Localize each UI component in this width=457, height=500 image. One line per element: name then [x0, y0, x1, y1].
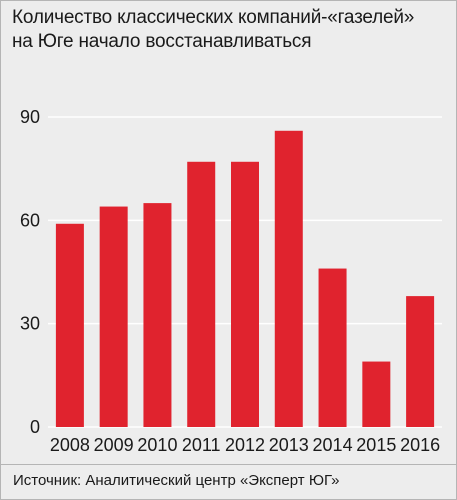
chart-title: Количество классических компаний-«газеле… [12, 6, 452, 54]
x-tick-label-2008: 2008 [50, 435, 90, 455]
source-divider [0, 464, 457, 465]
x-tick-label-2016: 2016 [400, 435, 440, 455]
x-tick-label-2015: 2015 [356, 435, 396, 455]
x-tick-label-2014: 2014 [313, 435, 353, 455]
bar-2016 [406, 296, 435, 427]
bar-2012 [231, 161, 259, 427]
bar-2009 [99, 206, 128, 427]
bar-2010 [143, 203, 172, 427]
bar-2015 [362, 361, 391, 427]
x-tick-label-2010: 2010 [137, 435, 177, 455]
y-tick-label-30: 30 [20, 314, 40, 334]
y-tick-label-0: 0 [30, 417, 40, 437]
x-tick-label-2011: 2011 [182, 435, 221, 455]
x-tick-label-2009: 2009 [94, 435, 134, 455]
source-note: Источник: Аналитический центр «Эксперт Ю… [13, 472, 340, 489]
chart-title-line-1: Количество классических компаний-«газеле… [12, 7, 415, 28]
bar-2011 [187, 161, 216, 427]
x-tick-label-2012: 2012 [225, 435, 265, 455]
x-tick-label-2013: 2013 [269, 435, 309, 455]
bar-chart: 0 30 60 90 2008 2009 2010 2011 2012 2013 2014 2015 2… [20, 107, 442, 455]
bar-2014 [318, 268, 347, 427]
chart-title-line-2: на Юге начало восстанавливаться [12, 31, 312, 52]
bar-2008 [55, 223, 84, 427]
y-tick-label-90: 90 [20, 107, 40, 127]
chart-area: 0 30 60 90 2008 2009 2010 2011 2012 2013 2014 2015 2… [0, 100, 457, 460]
bar-2013 [274, 130, 303, 427]
y-tick-label-60: 60 [20, 210, 40, 230]
